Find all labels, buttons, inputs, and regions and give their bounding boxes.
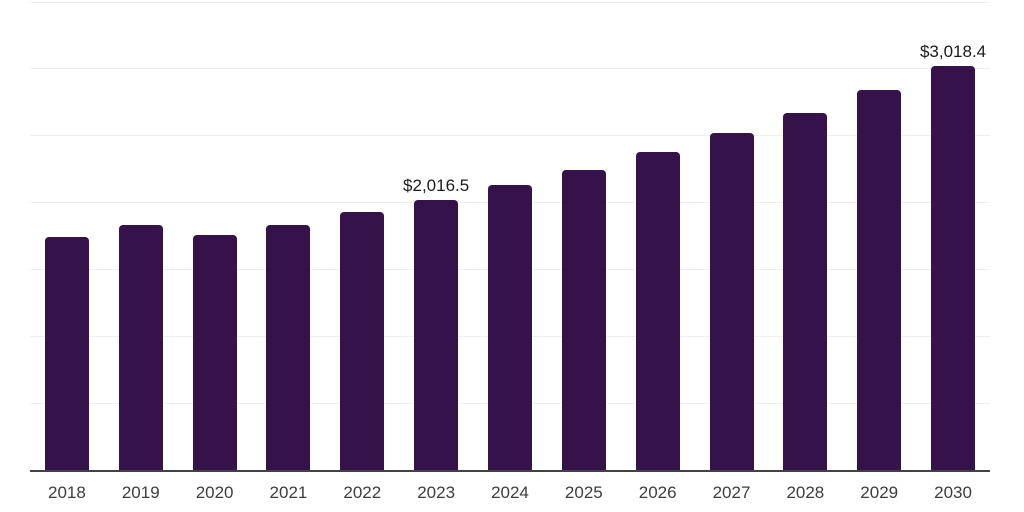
bar-2027[interactable]: [709, 132, 754, 470]
bar-2018[interactable]: [44, 236, 89, 470]
x-tick-label-2020: 2020: [195, 483, 234, 502]
bar-2021[interactable]: [266, 224, 311, 470]
gridline-3000: [30, 68, 990, 70]
bar-2024[interactable]: [487, 184, 532, 470]
x-tick-label-2024: 2024: [491, 483, 529, 502]
bar-column-2024: [473, 0, 547, 470]
bars-row: $2,016.5 $3,018.4: [30, 0, 990, 470]
x-tick-label-2027: 2027: [712, 483, 751, 502]
bar-column-2019: [104, 0, 178, 470]
x-tick-label-2028: 2028: [786, 483, 825, 502]
bar-column-2020: [178, 0, 252, 470]
bar-2025[interactable]: [561, 169, 606, 470]
bar-2029[interactable]: [857, 90, 902, 470]
bar-column-2022: [325, 0, 399, 470]
bar-column-2030: $3,018.4: [916, 0, 990, 470]
x-tick-label-2018: 2018: [48, 483, 86, 502]
bar-2028[interactable]: [783, 112, 828, 470]
gridline-2500: [30, 135, 990, 137]
data-label-2030: $3,018.4: [919, 42, 987, 61]
x-tick-label-2029: 2029: [860, 483, 899, 502]
x-tick-label-2030: 2030: [934, 483, 972, 502]
bar-2022[interactable]: [340, 212, 385, 470]
bar-column-2028: [768, 0, 842, 470]
bar-2023[interactable]: [414, 200, 459, 470]
gridline-3500: [30, 1, 990, 3]
x-axis-line: [30, 470, 990, 472]
bar-column-2018: [30, 0, 104, 470]
data-label-2023: $2,016.5: [403, 176, 470, 196]
bar-column-2021: [252, 0, 326, 470]
bar-column-2023: $2,016.5: [399, 0, 473, 470]
x-tick-label-2022: 2022: [343, 483, 382, 502]
x-tick-label-2025: 2025: [564, 483, 603, 502]
x-axis-labels: 2018 2019 2020 2021 2022 2023 2024 2025 2026 2027…: [30, 483, 990, 503]
bar-column-2025: [547, 0, 621, 470]
bar-column-2026: [621, 0, 695, 470]
x-tick-label-2023: 2023: [417, 483, 456, 502]
bar-2026[interactable]: [635, 152, 680, 470]
bar-2020[interactable]: [192, 235, 237, 470]
bar-2019[interactable]: [118, 225, 163, 470]
x-tick-label-2021: 2021: [269, 483, 308, 502]
bar-column-2027: [695, 0, 769, 470]
bar-column-2029: [842, 0, 916, 470]
x-tick-label-2019: 2019: [121, 483, 160, 502]
plot-area: $2,016.5 $3,018.4: [30, 0, 990, 472]
x-tick-label-2026: 2026: [638, 483, 677, 502]
bar-2030[interactable]: [931, 66, 976, 470]
